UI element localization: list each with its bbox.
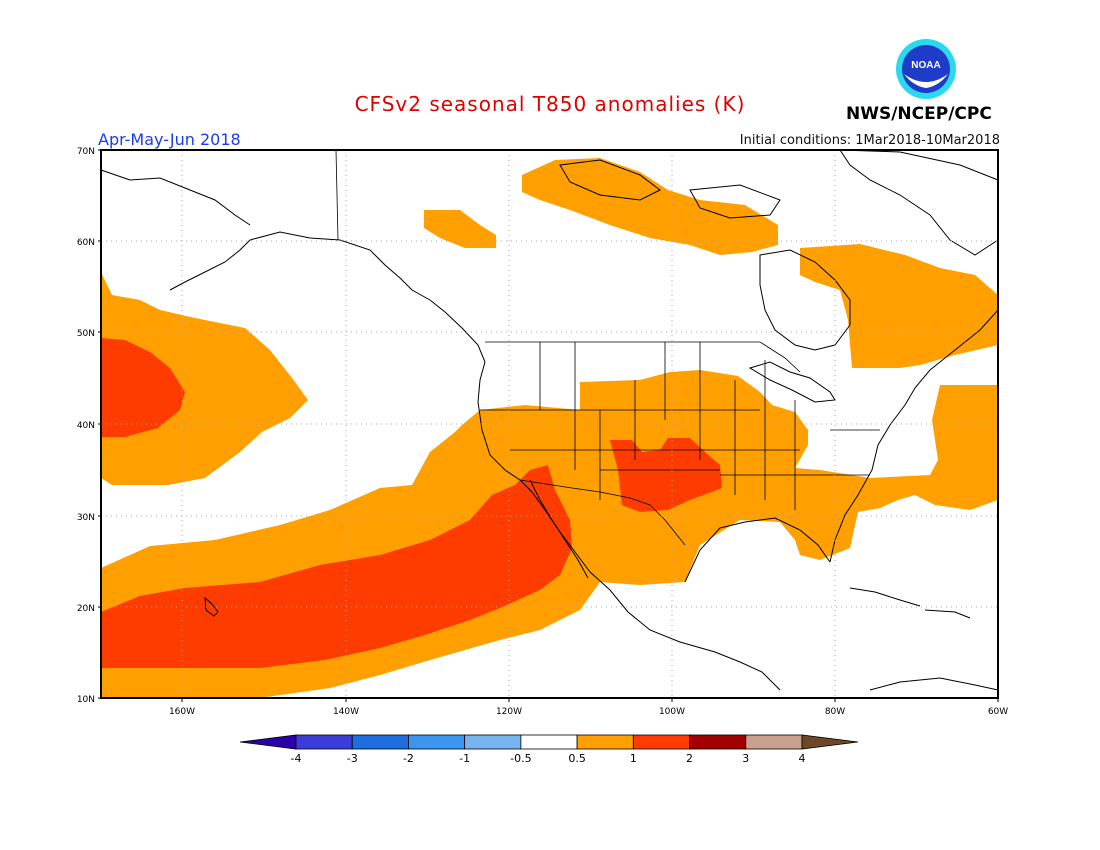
lon-tick-label: 160W (169, 707, 195, 717)
state-lines-horizontal (480, 409, 880, 476)
coastline-hawaii (204, 596, 219, 617)
colorbar-label: -1 (459, 752, 470, 765)
lat-tick-label: 30N (77, 513, 95, 523)
coastline-south-america (869, 677, 999, 691)
anomaly-region-canada-warm (522, 158, 778, 255)
anomaly-region-hudson-warm (800, 244, 998, 368)
colorbar-label: 4 (799, 752, 806, 765)
colorbar-swatch (464, 734, 522, 750)
coastline-baja (529, 479, 589, 579)
lon-tick-label: 140W (333, 707, 359, 717)
lat-tick-label: 20N (77, 604, 95, 614)
coastline-alaska-peninsula (169, 239, 251, 291)
lat-tick-label: 10N (77, 695, 95, 705)
colorbar-label: -2 (403, 752, 414, 765)
anomaly-region-north-pacific-hot (101, 338, 185, 437)
coastline-arctic-1 (559, 159, 661, 201)
coastline-gulf (684, 517, 831, 583)
coastline-great-lakes (748, 361, 836, 403)
coastline-alaska (249, 231, 486, 363)
colorbar-label: 0.5 (568, 752, 586, 765)
colorbar-label: -4 (291, 752, 302, 765)
coastline-arctic-2 (689, 184, 781, 219)
colorbar-swatch (295, 734, 353, 750)
noaa-logo: NOAA (896, 39, 956, 99)
anomaly-shading (101, 158, 998, 697)
lon-tick-label: 100W (659, 707, 685, 717)
map-coastlines (100, 149, 999, 691)
colorbar-label: 1 (630, 752, 637, 765)
colorbar-left-arrow (239, 734, 297, 750)
colorbar-swatch (689, 734, 747, 750)
coastline-cuba (849, 587, 921, 607)
season-label: Apr-May-Jun 2018 (98, 130, 241, 149)
anomaly-region-alaska-warm (424, 210, 496, 248)
colorbar-swatch (408, 734, 466, 750)
anomaly-region-subtropical-hot (101, 465, 572, 668)
colorbar-label: 2 (686, 752, 693, 765)
political-boundaries (335, 149, 880, 546)
colorbar-swatch (351, 734, 409, 750)
coastline-mexico (589, 571, 781, 691)
boundary-us-canada (485, 341, 801, 373)
state-lines-west (539, 342, 666, 500)
latitude-ticks: 70N 60N 50N 40N 30N 20N 10N (77, 147, 101, 705)
colorbar-right-arrow (801, 734, 859, 750)
lon-tick-label: 60W (988, 707, 1008, 717)
lat-tick-label: 40N (77, 421, 95, 431)
colorbar-swatch (745, 734, 803, 750)
coastline-canada-east (914, 309, 999, 389)
lat-tick-label: 60N (77, 238, 95, 248)
lat-tick-label: 70N (77, 147, 95, 157)
colorbar-swatch (632, 734, 690, 750)
anomaly-region-north-pacific-warm (101, 272, 308, 485)
logo-text: NOAA (911, 60, 940, 71)
initial-conditions-label: Initial conditions: 1Mar2018-10Mar2018 (739, 133, 1000, 148)
anomaly-region-plains-hot (610, 438, 722, 512)
coastline-siberia (100, 169, 251, 226)
lon-tick-label: 80W (825, 707, 845, 717)
lat-tick-label: 50N (77, 329, 95, 339)
coastline-us-east (829, 387, 916, 563)
coastline-greenland (839, 149, 999, 256)
chart-title: CFSv2 seasonal T850 anomalies (K) (354, 92, 746, 116)
colorbar-swatch (576, 734, 634, 750)
lon-tick-label: 120W (496, 707, 522, 717)
agency-label: NWS/NCEP/CPC (846, 104, 992, 124)
colorbar-label: 3 (742, 752, 749, 765)
boundary-us-mexico (519, 479, 686, 546)
boundary-alaska-canada (335, 149, 339, 241)
longitude-ticks: 160W 140W 120W 100W 80W 60W (169, 698, 1008, 717)
coastline-hispaniola (924, 609, 971, 619)
colorbar: -4 -3 -2 -1 -0.5 0.5 1 2 3 4 (239, 734, 859, 765)
colorbar-swatch (520, 734, 578, 750)
colorbar-label: -0.5 (510, 752, 531, 765)
colorbar-label: -3 (347, 752, 358, 765)
state-lines-central (699, 342, 796, 510)
